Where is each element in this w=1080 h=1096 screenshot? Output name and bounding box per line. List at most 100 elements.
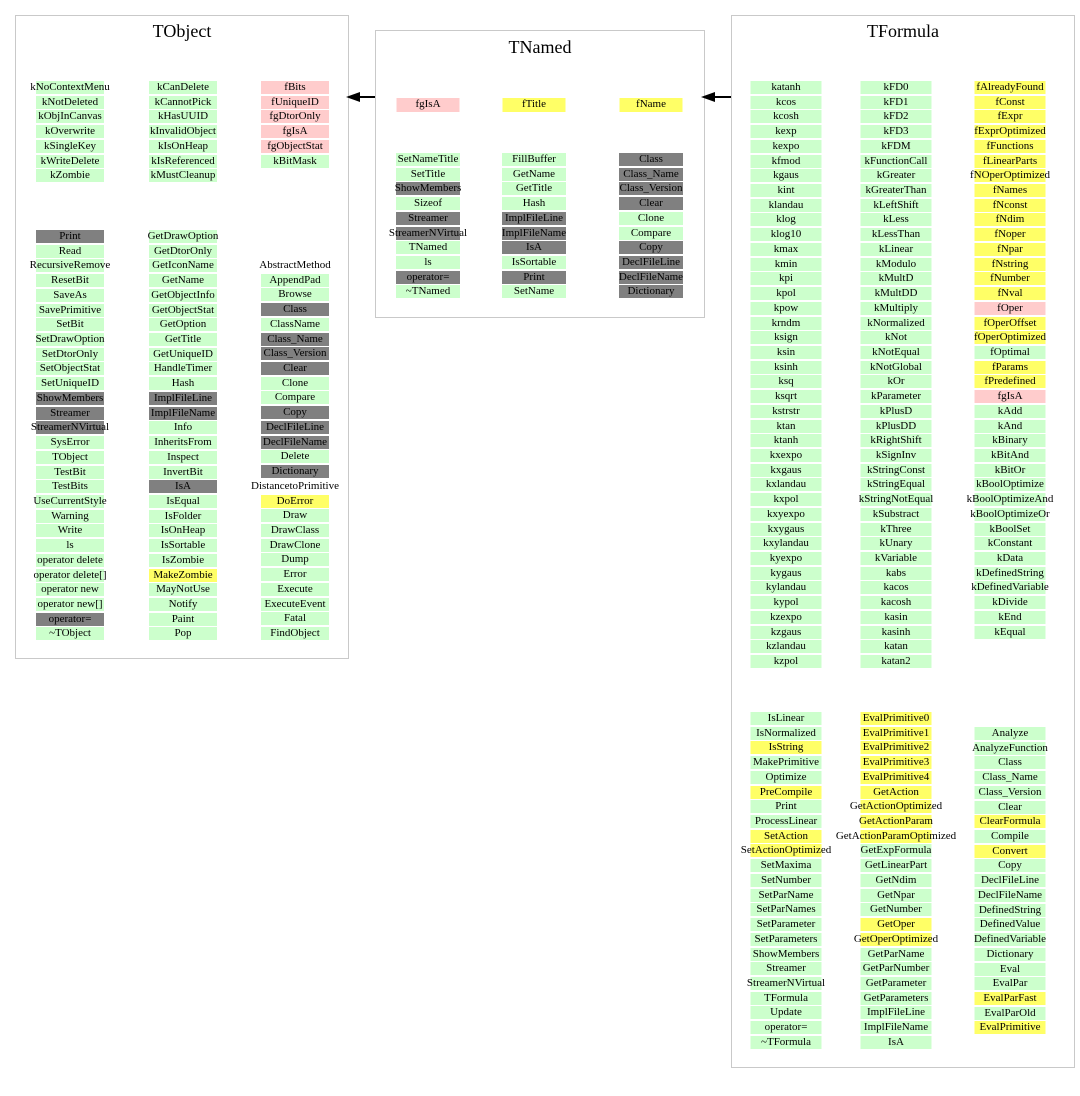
member-label[interactable]: fOper bbox=[997, 301, 1023, 314]
member-label[interactable]: DeclFileLine bbox=[621, 256, 681, 269]
member-label[interactable]: kexpo bbox=[772, 139, 800, 152]
member-label[interactable]: GetObjectInfo bbox=[151, 288, 215, 301]
member-label[interactable]: kOr bbox=[887, 375, 905, 388]
member-label[interactable]: kLess bbox=[883, 213, 909, 226]
member-label[interactable]: ~TFormula bbox=[761, 1035, 811, 1048]
class-title-tformula[interactable]: TFormula bbox=[867, 21, 939, 41]
member-label[interactable]: TObject bbox=[52, 450, 88, 463]
member-label[interactable]: GetDrawOption bbox=[147, 230, 219, 242]
member-label[interactable]: EvalPrimitive3 bbox=[862, 756, 930, 769]
member-label[interactable]: fNames bbox=[992, 184, 1028, 197]
member-label[interactable]: katanh bbox=[771, 81, 801, 93]
member-label[interactable]: AppendPad bbox=[269, 273, 321, 286]
member-label[interactable]: fgIsA bbox=[415, 98, 441, 110]
member-label[interactable]: Class_Name bbox=[267, 332, 323, 345]
member-label[interactable]: Clear bbox=[998, 800, 1022, 813]
member-label[interactable]: SetActionOptimized bbox=[740, 844, 832, 857]
member-label[interactable]: Dump bbox=[281, 553, 309, 566]
member-label[interactable]: fOperOptimized bbox=[973, 331, 1047, 344]
member-label[interactable]: IsEqual bbox=[166, 494, 200, 507]
member-label[interactable]: kData bbox=[996, 552, 1024, 565]
member-label[interactable]: kFD0 bbox=[883, 81, 909, 93]
member-label[interactable]: EvalPrimitive4 bbox=[862, 770, 930, 783]
member-label[interactable]: Dictionary bbox=[627, 285, 675, 298]
member-label[interactable]: Class_Version bbox=[619, 182, 683, 195]
member-label[interactable]: kBoolOptimizeOr bbox=[970, 507, 1050, 520]
member-label[interactable]: kSubstract bbox=[872, 507, 920, 520]
member-label[interactable]: TNamed bbox=[408, 241, 448, 254]
member-label[interactable]: operator delete bbox=[37, 553, 103, 566]
member-label[interactable]: ImplFileName bbox=[501, 226, 567, 239]
member-label[interactable]: kDefinedVariable bbox=[971, 581, 1049, 594]
member-label[interactable]: fNpar bbox=[997, 242, 1023, 255]
member-label[interactable]: IsZombie bbox=[161, 553, 205, 566]
member-label[interactable]: GetActionOptimized bbox=[849, 800, 943, 813]
member-label[interactable]: SetObjectStat bbox=[39, 362, 101, 375]
member-label[interactable]: GetNdim bbox=[875, 873, 917, 886]
member-label[interactable]: TestBit bbox=[54, 465, 86, 478]
member-label[interactable]: kVariable bbox=[874, 552, 918, 565]
member-label[interactable]: kacos bbox=[883, 581, 909, 594]
member-label[interactable]: ClearFormula bbox=[979, 815, 1041, 828]
member-label[interactable]: kypol bbox=[773, 596, 799, 609]
member-label[interactable]: Copy bbox=[998, 859, 1022, 872]
member-label[interactable]: kHasUUID bbox=[157, 110, 209, 123]
member-label[interactable]: Streamer bbox=[408, 211, 448, 224]
member-label[interactable]: Class bbox=[283, 303, 307, 316]
member-label[interactable]: kAdd bbox=[997, 404, 1023, 417]
member-label[interactable]: InvertBit bbox=[163, 465, 203, 478]
member-label[interactable]: ksq bbox=[778, 375, 794, 388]
member-label[interactable]: EvalPrimitive0 bbox=[862, 712, 930, 724]
member-label[interactable]: ShowMembers bbox=[394, 182, 462, 195]
member-label[interactable]: kGreaterThan bbox=[865, 184, 927, 197]
member-label[interactable]: kBinary bbox=[992, 434, 1028, 447]
member-label[interactable]: ProcessLinear bbox=[754, 815, 818, 828]
member-label[interactable]: kzexpo bbox=[770, 610, 802, 623]
member-label[interactable]: kxlandau bbox=[765, 478, 807, 491]
member-label[interactable]: kNotEqual bbox=[872, 345, 920, 358]
member-label[interactable]: kBitMask bbox=[273, 154, 317, 167]
member-label[interactable]: IsA bbox=[888, 1035, 904, 1048]
member-label[interactable]: DeclFileName bbox=[618, 270, 684, 283]
member-label[interactable]: Class_Name bbox=[982, 771, 1038, 784]
member-label[interactable]: Class_Name bbox=[623, 167, 679, 180]
member-label[interactable]: ~TObject bbox=[49, 627, 91, 640]
member-label[interactable]: fAlreadyFound bbox=[976, 81, 1044, 93]
member-label[interactable]: ImplFileName bbox=[150, 406, 216, 419]
member-label[interactable]: Paint bbox=[171, 612, 195, 625]
member-label[interactable]: SetParameter bbox=[756, 918, 816, 931]
member-label[interactable]: SetMaxima bbox=[760, 859, 812, 872]
member-label[interactable]: kylandau bbox=[765, 581, 807, 594]
member-label[interactable]: kAnd bbox=[997, 419, 1023, 432]
member-label[interactable]: StreamerNVirtual bbox=[746, 976, 826, 989]
member-label[interactable]: Read bbox=[58, 244, 82, 257]
member-label[interactable]: ResetBit bbox=[51, 274, 89, 287]
member-label[interactable]: ls bbox=[424, 256, 432, 269]
member-label[interactable]: ksqrt bbox=[775, 390, 797, 403]
member-label[interactable]: operator new[] bbox=[37, 598, 103, 610]
member-label[interactable]: kMultiply bbox=[873, 301, 919, 314]
member-label[interactable]: kWriteDelete bbox=[40, 154, 100, 167]
member-label[interactable]: Hash bbox=[171, 377, 195, 390]
member-label[interactable]: kOverwrite bbox=[44, 125, 96, 138]
member-label[interactable]: Clone bbox=[281, 376, 309, 389]
class-title-tobject[interactable]: TObject bbox=[152, 21, 212, 41]
member-label[interactable]: kyexpo bbox=[769, 552, 803, 565]
member-label[interactable]: ls bbox=[66, 539, 74, 552]
member-label[interactable]: TestBits bbox=[52, 480, 88, 493]
member-label[interactable]: fOperOffset bbox=[983, 316, 1037, 329]
member-label[interactable]: kNormalized bbox=[867, 316, 925, 329]
member-label[interactable]: FindObject bbox=[270, 627, 320, 639]
member-label[interactable]: AnalyzeFunction bbox=[972, 741, 1048, 754]
member-label[interactable]: kFD3 bbox=[883, 125, 909, 138]
member-label[interactable]: Delete bbox=[280, 450, 310, 463]
member-label[interactable]: kStringEqual bbox=[866, 478, 926, 491]
member-label[interactable]: kCannotPick bbox=[154, 95, 212, 108]
member-label[interactable]: kDefinedString bbox=[976, 566, 1044, 579]
member-label[interactable]: operator= bbox=[764, 1021, 808, 1034]
member-label[interactable]: DefinedVariable bbox=[973, 933, 1047, 946]
member-label[interactable]: fgDtorOnly bbox=[269, 110, 321, 123]
member-label[interactable]: ExecuteEvent bbox=[264, 597, 326, 610]
member-label[interactable]: Dictionary bbox=[986, 947, 1034, 960]
member-label[interactable]: ImplFileName bbox=[863, 1021, 929, 1034]
